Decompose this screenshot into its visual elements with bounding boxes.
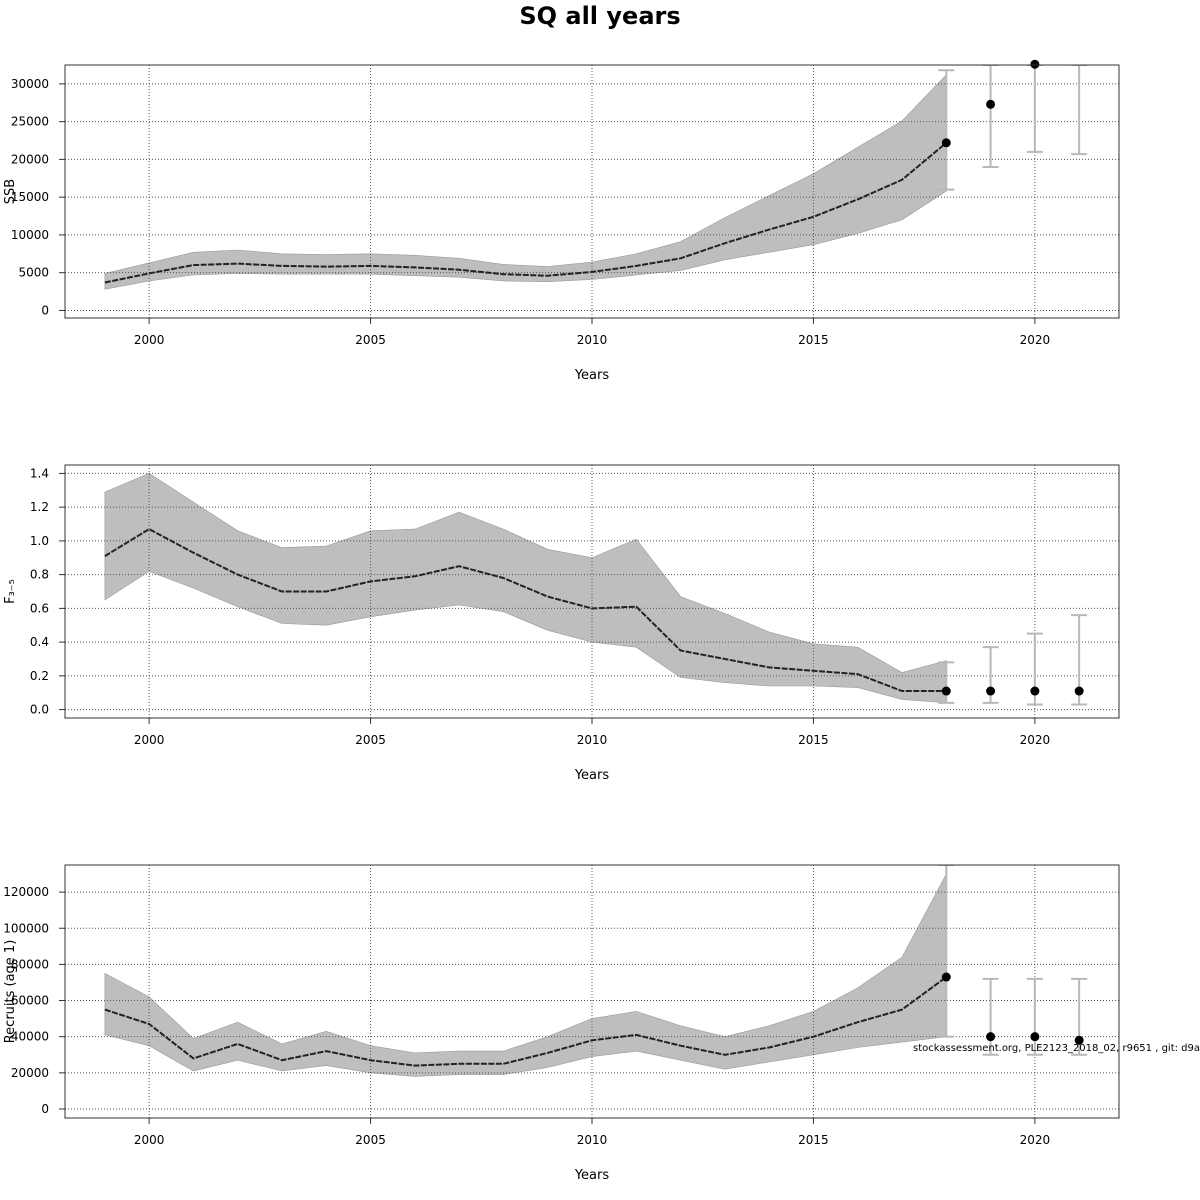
y-tick-label: 100000	[3, 921, 49, 935]
x-axis-title: Years	[574, 1168, 610, 1183]
y-tick-label: 60000	[11, 994, 49, 1008]
chart-title: SQ all years	[519, 2, 681, 30]
forecast-point-2021	[1074, 686, 1084, 696]
y-tick-label: 15000	[11, 190, 49, 204]
y-tick-label: 5000	[18, 266, 49, 280]
x-axis-title: Years	[574, 368, 610, 383]
confidence-band	[104, 873, 947, 1077]
y-tick-label: 80000	[11, 957, 49, 971]
estimate-line	[104, 142, 947, 284]
panel-3: 2000 2005 2010 2015 2020 0 20000 40000 60000 8000…	[3, 864, 1120, 1183]
forecast-errorbar-2018	[938, 69, 955, 191]
forecast-point-2018	[941, 686, 951, 696]
y-tick-label: 0	[41, 303, 49, 317]
forecast-errorbar-2020	[1026, 65, 1043, 153]
x-tick-label: 2000	[134, 1133, 165, 1147]
estimate-line	[104, 527, 947, 692]
y-tick-label: 1.4	[30, 466, 49, 480]
panel-1: 2000 2005 2010 2015 2020 0 5000 10000 15000 20000…	[3, 59, 1120, 383]
forecast-errorbar-2019	[982, 65, 999, 168]
x-axis-title: Years	[574, 768, 610, 783]
x-tick-label: 2020	[1020, 1133, 1051, 1147]
y-tick-label: 1.2	[30, 500, 49, 514]
y-tick-label: 40000	[11, 1030, 49, 1044]
forecast-point-2020	[1030, 686, 1040, 696]
confidence-band	[104, 473, 947, 704]
x-tick-label: 2010	[577, 333, 608, 347]
x-tick-label: 2020	[1020, 333, 1051, 347]
forecast-point-2018	[941, 138, 951, 148]
y-tick-label: 20000	[11, 1066, 49, 1080]
forecast-point-2018	[941, 972, 951, 982]
forecast-errorbar-2019	[982, 977, 999, 1056]
x-tick-label: 2015	[798, 1133, 829, 1147]
y-tick-label: 0.2	[30, 669, 49, 683]
panel-2: 2000 2005 2010 2015 2020 0.0 0.2 0.4 0.6 0.8 1.0 1.…	[3, 464, 1120, 783]
y-tick-label: 25000	[11, 115, 49, 129]
forecast-point-2019	[986, 99, 996, 109]
y-tick-label: 0.4	[30, 635, 49, 649]
forecast-point-2021	[1074, 1035, 1084, 1045]
x-tick-label: 2000	[134, 333, 165, 347]
y-tick-label: 1.0	[30, 534, 49, 548]
y-tick-label: 0.6	[30, 601, 49, 615]
y-tick-label: 20000	[11, 152, 49, 166]
y-axis-title: F₃₋₅	[3, 579, 18, 604]
forecast-point-2020	[1030, 1032, 1040, 1042]
x-tick-label: 2000	[134, 733, 165, 747]
x-tick-label: 2010	[577, 733, 608, 747]
x-tick-label: 2010	[577, 1133, 608, 1147]
forecast-errorbar-2018	[938, 661, 955, 704]
x-tick-label: 2005	[355, 733, 386, 747]
x-tick-label: 2015	[798, 733, 829, 747]
footnote-text: stockassessment.org, PLE2123_2018_02, r9…	[913, 1043, 1200, 1054]
y-tick-label: 0.0	[30, 703, 49, 717]
y-tick-label: 0	[41, 1102, 49, 1116]
y-tick-label: 120000	[3, 885, 49, 899]
x-tick-label: 2005	[355, 333, 386, 347]
forecast-errorbar-2020	[1026, 977, 1043, 1056]
y-tick-label: 30000	[11, 77, 49, 91]
forecast-point-2020	[1030, 59, 1040, 69]
forecast-errorbar-2018	[938, 865, 955, 1038]
confidence-band	[104, 74, 947, 290]
x-tick-label: 2020	[1020, 733, 1051, 747]
forecast-point-2019	[986, 1032, 996, 1042]
x-tick-label: 2005	[355, 1133, 386, 1147]
y-axis-title: Recruits (age 1)	[3, 940, 18, 1044]
x-tick-label: 2015	[798, 333, 829, 347]
forecast-errorbar-2021	[1071, 65, 1088, 156]
estimate-line	[104, 976, 947, 1067]
y-axis-title: SSB	[3, 179, 18, 204]
y-tick-label: 10000	[11, 228, 49, 242]
y-tick-label: 0.8	[30, 568, 49, 582]
forecast-point-2019	[986, 686, 996, 696]
